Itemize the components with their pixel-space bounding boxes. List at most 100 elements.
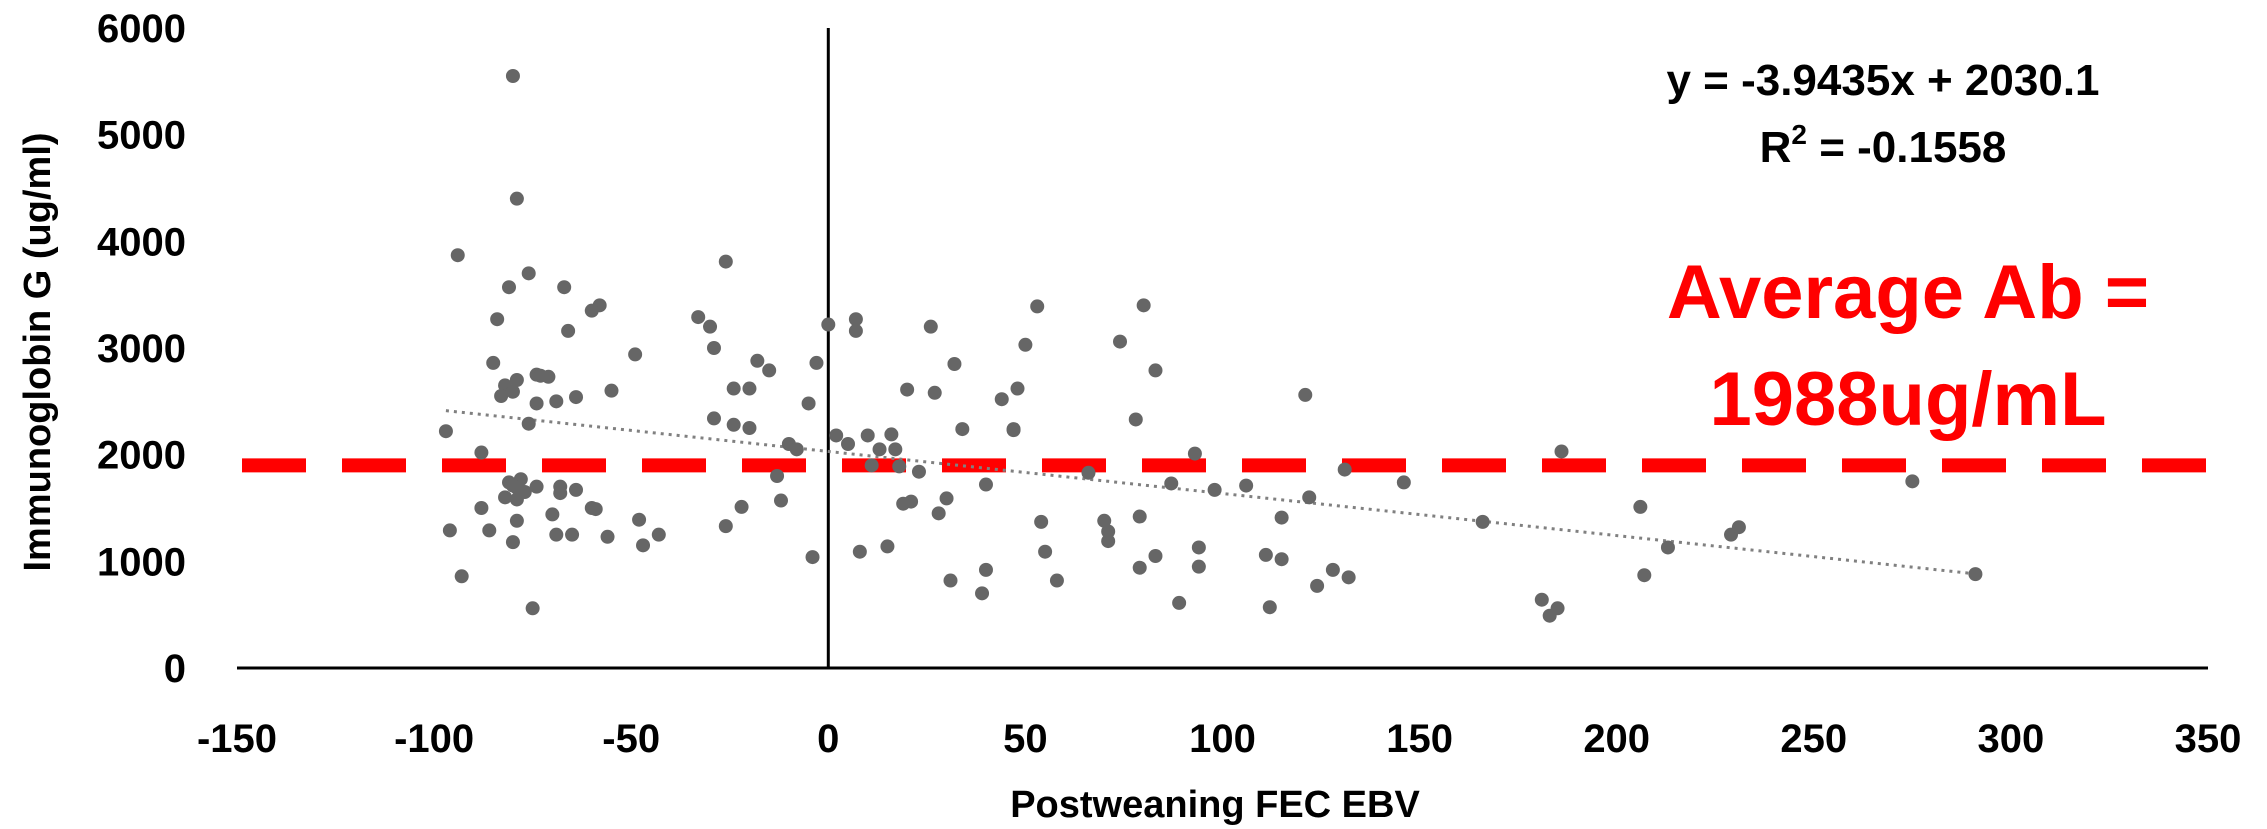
data-point xyxy=(509,373,524,387)
y-tick-label: 4000 xyxy=(97,220,186,264)
data-point xyxy=(505,69,520,83)
y-tick-label: 2000 xyxy=(97,434,186,478)
r-squared-prefix: R xyxy=(1760,123,1792,172)
data-point xyxy=(829,428,844,443)
data-point xyxy=(841,437,856,451)
data-point xyxy=(498,490,513,505)
data-point xyxy=(742,381,757,396)
x-tick-label: 150 xyxy=(1386,717,1453,761)
x-tick-label: 0 xyxy=(817,717,839,761)
data-point xyxy=(584,303,599,318)
data-point xyxy=(1637,568,1652,583)
data-point xyxy=(529,479,544,494)
data-point xyxy=(789,442,804,457)
data-point xyxy=(632,512,647,527)
data-point xyxy=(1132,560,1147,575)
data-point xyxy=(860,428,875,443)
data-point xyxy=(651,527,666,542)
data-point xyxy=(442,523,457,538)
data-point xyxy=(801,396,816,411)
data-point xyxy=(569,390,584,405)
data-point xyxy=(549,394,564,409)
data-point xyxy=(1006,422,1021,437)
data-point xyxy=(525,601,540,616)
data-point xyxy=(1172,595,1187,610)
r-squared-superscript: 2 xyxy=(1791,119,1807,150)
data-point xyxy=(1475,514,1490,529)
data-point xyxy=(1550,601,1565,616)
data-point xyxy=(600,529,615,544)
y-tick-label: 6000 xyxy=(97,7,186,51)
x-tick-label: -100 xyxy=(394,717,474,761)
data-point xyxy=(955,422,970,437)
data-point xyxy=(734,499,749,514)
r-squared-value: = -0.1558 xyxy=(1807,123,2006,172)
data-point xyxy=(588,502,603,517)
data-point xyxy=(509,492,524,507)
data-point xyxy=(1101,534,1116,549)
data-point xyxy=(529,396,544,411)
data-point xyxy=(1191,559,1206,574)
data-point xyxy=(773,493,788,508)
data-point xyxy=(1148,549,1163,563)
data-point xyxy=(1018,337,1033,352)
data-point xyxy=(1081,465,1096,480)
data-point xyxy=(482,523,497,538)
y-tick-label: 0 xyxy=(164,647,186,691)
data-point xyxy=(494,389,509,403)
data-point xyxy=(888,442,903,457)
data-point xyxy=(505,535,520,550)
data-point xyxy=(726,417,741,432)
x-axis-title: Postweaning FEC EBV xyxy=(1010,784,1420,826)
data-point xyxy=(762,363,777,378)
data-point xyxy=(927,385,942,400)
x-tick-label: -50 xyxy=(602,717,660,761)
data-point xyxy=(718,254,733,269)
data-point xyxy=(1097,513,1112,528)
data-point xyxy=(1049,573,1064,588)
data-point xyxy=(1128,412,1143,427)
data-point xyxy=(553,486,568,501)
data-point xyxy=(1262,600,1277,615)
data-point xyxy=(706,411,721,426)
x-tick-label: 250 xyxy=(1780,717,1847,761)
data-point xyxy=(1164,476,1179,491)
data-point xyxy=(975,586,990,601)
x-axis-ticks: -150 -100 -50 0 50 100 150 200 250 300 350 xyxy=(197,717,2241,761)
data-point xyxy=(978,477,993,492)
y-tick-label: 1000 xyxy=(97,540,186,584)
data-point xyxy=(565,527,580,542)
data-point xyxy=(1337,462,1352,477)
data-point xyxy=(604,383,619,398)
data-point xyxy=(880,539,895,554)
data-point xyxy=(628,347,643,362)
data-point xyxy=(1905,474,1920,489)
data-point xyxy=(1132,509,1147,524)
data-point xyxy=(852,544,867,559)
y-tick-label: 3000 xyxy=(97,327,186,371)
data-point xyxy=(931,506,946,521)
data-point xyxy=(750,353,765,368)
data-point xyxy=(545,507,560,522)
data-point xyxy=(1396,475,1411,490)
data-point xyxy=(1633,499,1648,514)
data-point xyxy=(541,369,556,384)
average-label-line2: 1988ug/mL xyxy=(1709,357,2106,442)
data-point xyxy=(994,392,1009,407)
data-point xyxy=(501,280,516,295)
data-point xyxy=(549,527,564,542)
data-point xyxy=(1534,592,1549,607)
data-point xyxy=(1258,547,1273,562)
data-point xyxy=(848,312,863,327)
data-point xyxy=(892,459,907,474)
axes xyxy=(237,28,2208,670)
x-tick-label: 50 xyxy=(1003,717,1048,761)
data-point xyxy=(509,513,524,528)
x-tick-label: 200 xyxy=(1583,717,1650,761)
data-point xyxy=(1731,520,1746,535)
data-point xyxy=(911,464,926,479)
data-point xyxy=(454,569,469,584)
data-point xyxy=(1207,482,1222,497)
data-point xyxy=(726,381,741,396)
